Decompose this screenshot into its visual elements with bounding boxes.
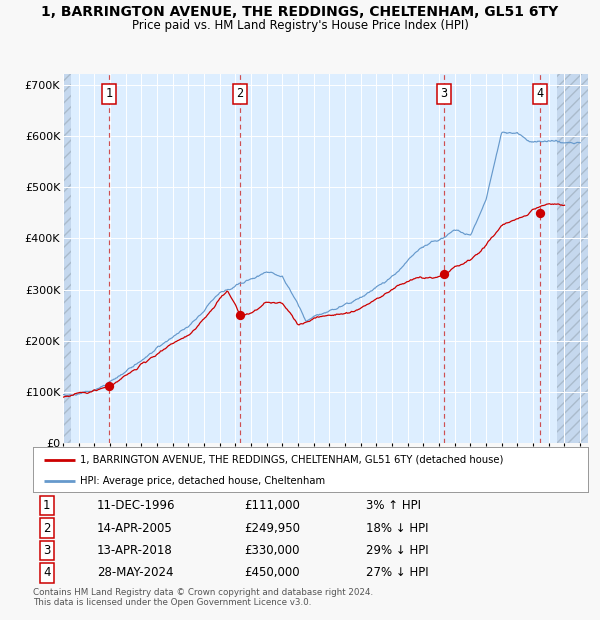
Bar bbox=[557, 74, 588, 443]
Text: 18% ↓ HPI: 18% ↓ HPI bbox=[366, 521, 428, 534]
Text: 11-DEC-1996: 11-DEC-1996 bbox=[97, 499, 175, 512]
Text: £249,950: £249,950 bbox=[244, 521, 300, 534]
Text: 3% ↑ HPI: 3% ↑ HPI bbox=[366, 499, 421, 512]
Text: 1: 1 bbox=[106, 87, 113, 100]
Bar bbox=[63, 74, 71, 443]
Text: 29% ↓ HPI: 29% ↓ HPI bbox=[366, 544, 428, 557]
Text: 2: 2 bbox=[43, 521, 50, 534]
Text: 14-APR-2005: 14-APR-2005 bbox=[97, 521, 173, 534]
Text: 4: 4 bbox=[536, 87, 543, 100]
Text: £450,000: £450,000 bbox=[244, 567, 299, 580]
Point bbox=[235, 310, 245, 320]
Text: 1, BARRINGTON AVENUE, THE REDDINGS, CHELTENHAM, GL51 6TY: 1, BARRINGTON AVENUE, THE REDDINGS, CHEL… bbox=[41, 5, 559, 19]
Point bbox=[104, 381, 114, 391]
Text: 28-MAY-2024: 28-MAY-2024 bbox=[97, 567, 173, 580]
Text: 1, BARRINGTON AVENUE, THE REDDINGS, CHELTENHAM, GL51 6TY (detached house): 1, BARRINGTON AVENUE, THE REDDINGS, CHEL… bbox=[80, 454, 503, 464]
Text: 13-APR-2018: 13-APR-2018 bbox=[97, 544, 173, 557]
Text: 3: 3 bbox=[43, 544, 50, 557]
Point bbox=[535, 208, 544, 218]
Text: 1: 1 bbox=[43, 499, 50, 512]
Text: £330,000: £330,000 bbox=[244, 544, 299, 557]
Point bbox=[439, 269, 448, 279]
Text: HPI: Average price, detached house, Cheltenham: HPI: Average price, detached house, Chel… bbox=[80, 476, 325, 485]
Text: Price paid vs. HM Land Registry's House Price Index (HPI): Price paid vs. HM Land Registry's House … bbox=[131, 19, 469, 32]
Text: 2: 2 bbox=[236, 87, 244, 100]
Text: Contains HM Land Registry data © Crown copyright and database right 2024.
This d: Contains HM Land Registry data © Crown c… bbox=[33, 588, 373, 607]
Text: 4: 4 bbox=[43, 567, 50, 580]
Text: 3: 3 bbox=[440, 87, 447, 100]
Text: £111,000: £111,000 bbox=[244, 499, 300, 512]
Text: 27% ↓ HPI: 27% ↓ HPI bbox=[366, 567, 428, 580]
